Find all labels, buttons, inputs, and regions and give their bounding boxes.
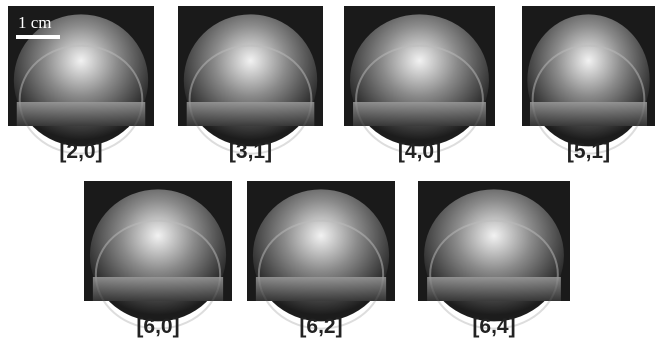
- panel-label: [2,0]: [59, 140, 102, 163]
- dome-glow: [14, 14, 148, 146]
- dome-glow: [424, 189, 564, 321]
- panel-label: [6,2]: [299, 315, 342, 338]
- photo-panel: [84, 181, 232, 329]
- dome-base: [17, 102, 145, 126]
- dome-base: [427, 277, 561, 301]
- dome-glow: [184, 14, 317, 146]
- dome-glow: [527, 14, 649, 146]
- dome-base: [353, 102, 486, 126]
- photo-panel: [178, 6, 323, 154]
- panel-label: [4,0]: [398, 140, 441, 163]
- dome-glow: [350, 14, 489, 146]
- scale-bar: [16, 35, 60, 39]
- dome-base: [256, 277, 386, 301]
- dome-base: [530, 102, 647, 126]
- dome-base: [93, 277, 223, 301]
- photo-panel: [247, 181, 395, 329]
- dome-base: [187, 102, 315, 126]
- scale-bar-label: 1 cm: [18, 13, 52, 32]
- panel-label: [3,1]: [229, 140, 272, 163]
- photo-panel: [522, 6, 655, 154]
- figure: [2,0] [3,1] [4,0] [5,1] [6,0] [6,2] [6,4] 1 cm: [0, 0, 663, 341]
- dome-glow: [253, 189, 389, 321]
- photo-panel: [344, 6, 495, 154]
- photo-panel: [418, 181, 570, 329]
- panel-label: [6,0]: [136, 315, 179, 338]
- panel-label: [5,1]: [567, 140, 610, 163]
- dome-glow: [90, 189, 226, 321]
- panel-label: [6,4]: [472, 315, 515, 338]
